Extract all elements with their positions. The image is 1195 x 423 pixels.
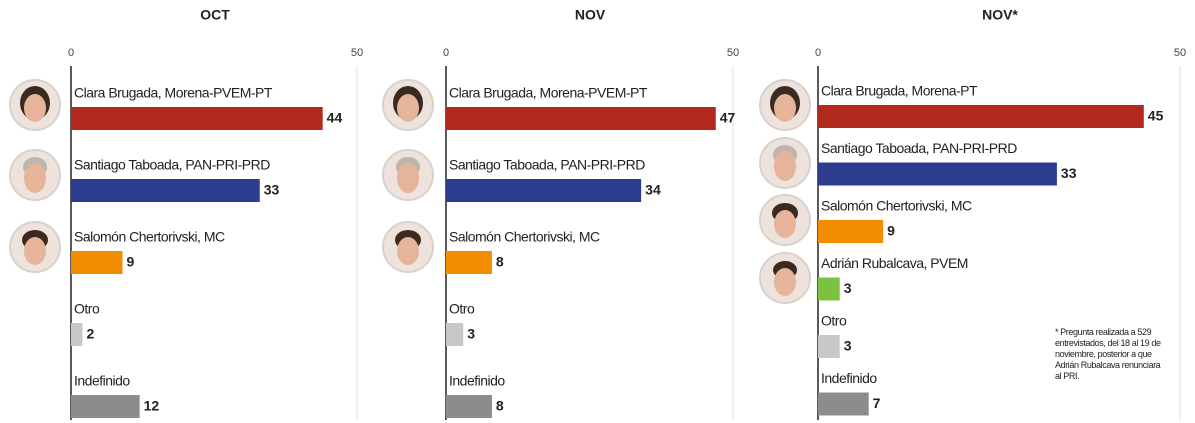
x-tick-label: 0	[443, 47, 449, 59]
value-label: 33	[264, 182, 280, 198]
bar	[71, 179, 260, 202]
value-label: 3	[844, 280, 852, 296]
face	[24, 94, 46, 122]
x-tick-label: 50	[1174, 47, 1186, 59]
value-label: 12	[144, 398, 160, 414]
category-label: Indefinido	[821, 370, 877, 386]
value-label: 3	[844, 338, 852, 354]
category-label: Santiago Taboada, PAN-PRI-PRD	[449, 157, 645, 173]
value-label: 34	[645, 182, 661, 198]
category-label: Otro	[449, 301, 475, 317]
page: OCT 0 50 Clara Brugada, Morena-PVEM-PT 44 San…	[0, 0, 1195, 423]
value-label: 47	[720, 110, 736, 126]
bar	[818, 220, 883, 243]
bar	[71, 323, 82, 346]
value-label: 9	[126, 254, 134, 270]
face	[397, 163, 419, 193]
bar	[446, 107, 716, 130]
bar	[818, 105, 1144, 128]
value-label: 9	[887, 223, 895, 239]
x-tick-label: 0	[815, 47, 821, 59]
category-label: Santiago Taboada, PAN-PRI-PRD	[821, 140, 1017, 156]
face	[774, 94, 796, 122]
face	[774, 151, 796, 181]
x-tick-label: 50	[727, 47, 739, 59]
category-label: Clara Brugada, Morena-PVEM-PT	[74, 85, 273, 101]
category-label: Salomón Chertorivski, MC	[74, 229, 225, 245]
chart-title: NOV*	[982, 7, 1018, 23]
bar	[818, 393, 869, 416]
category-label: Clara Brugada, Morena-PT	[821, 83, 978, 99]
value-label: 45	[1148, 108, 1164, 124]
value-label: 2	[86, 326, 94, 342]
bar	[446, 179, 641, 202]
container: OCT 0 50 Clara Brugada, Morena-PVEM-PT 44 San…	[0, 0, 1195, 423]
category-label: Salomón Chertorivski, MC	[449, 229, 600, 245]
bar	[446, 251, 492, 274]
value-label: 7	[873, 395, 881, 411]
face	[774, 210, 796, 238]
bar	[446, 395, 492, 418]
bar	[818, 163, 1057, 186]
category-label: Clara Brugada, Morena-PVEM-PT	[449, 85, 648, 101]
category-label: Otro	[821, 313, 847, 329]
chart-title: NOV	[575, 7, 606, 23]
value-label: 3	[467, 326, 475, 342]
category-label: Otro	[74, 301, 100, 317]
category-label: Adrián Rubalcava, PVEM	[821, 255, 968, 271]
value-label: 8	[496, 254, 504, 270]
category-label: Indefinido	[74, 373, 130, 389]
value-label: 33	[1061, 165, 1077, 181]
face	[24, 163, 46, 193]
category-label: Santiago Taboada, PAN-PRI-PRD	[74, 157, 270, 173]
x-tick-label: 50	[351, 47, 363, 59]
bar	[71, 107, 323, 130]
value-label: 44	[327, 110, 343, 126]
bar	[71, 395, 140, 418]
chart: OCT 0 50 Clara Brugada, Morena-PVEM-PT 44 San…	[0, 0, 1195, 423]
category-label: Indefinido	[449, 373, 505, 389]
face	[774, 268, 796, 296]
footnote: * Pregunta realizada a 529 entrevistados…	[1055, 327, 1165, 382]
chart-title: OCT	[200, 7, 230, 23]
bar	[818, 278, 840, 301]
bar	[446, 323, 463, 346]
value-label: 8	[496, 398, 504, 414]
face	[397, 94, 419, 122]
face	[24, 237, 46, 265]
bar	[71, 251, 122, 274]
x-tick-label: 0	[68, 47, 74, 59]
bar	[818, 335, 840, 358]
face	[397, 237, 419, 265]
category-label: Salomón Chertorivski, MC	[821, 198, 972, 214]
